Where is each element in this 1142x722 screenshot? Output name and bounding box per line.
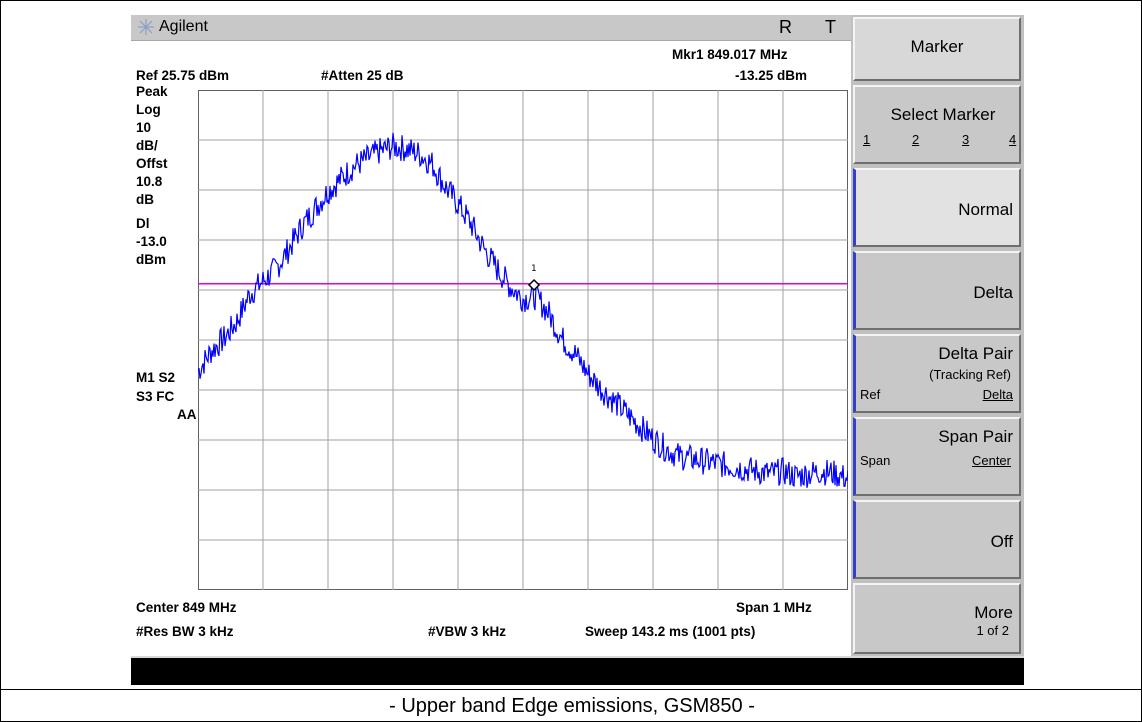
span-pair-label: Span Pair: [938, 427, 1013, 446]
off-key[interactable]: Off: [853, 500, 1021, 579]
more-key[interactable]: More 1 of 2: [853, 583, 1021, 654]
analyzer-screen: Agilent R T Mkr1 849.017 MHz -13.25 dBm …: [131, 15, 1024, 685]
delta-label: Delta: [973, 283, 1013, 302]
annot-scale-unit: dB/: [136, 138, 158, 153]
spectrum-trace: [198, 132, 848, 488]
annot-offset-label: Offst: [136, 156, 168, 171]
sweep-time: Sweep 143.2 ms (1001 pts): [585, 624, 756, 639]
select-marker-option-1[interactable]: 1: [863, 132, 871, 147]
delta-pair-ref: Ref: [860, 387, 881, 402]
select-marker-option-3[interactable]: 3: [962, 132, 970, 147]
marker-1-label: 1: [531, 264, 536, 274]
delta-pair-delta: Delta: [982, 387, 1013, 402]
menu-title: Marker: [910, 37, 964, 56]
grid-lines: [198, 90, 848, 590]
brand-label: Agilent: [159, 18, 208, 35]
softkey-menu-title: Marker: [853, 17, 1021, 81]
annot-detector: Peak: [136, 84, 168, 99]
attenuation: #Atten 25 dB: [321, 68, 404, 83]
status-t: T: [825, 17, 836, 37]
status-r: R: [779, 17, 792, 37]
status-bar: [131, 656, 1024, 685]
select-marker-label: Select Marker: [890, 105, 996, 124]
delta-pair-sub: (Tracking Ref): [929, 367, 1011, 382]
marker-frequency-readout: Mkr1 849.017 MHz: [672, 47, 788, 62]
normal-key[interactable]: Normal: [853, 168, 1021, 247]
select-marker-option-4[interactable]: 4: [1009, 132, 1017, 147]
reference-level: Ref 25.75 dBm: [136, 68, 230, 83]
delta-pair-key[interactable]: Delta Pair (Tracking Ref) Ref Delta: [853, 334, 1021, 413]
span-pair-center: Center: [971, 453, 1011, 468]
span-pair-key[interactable]: Span Pair Span Center: [853, 417, 1021, 496]
video-bandwidth: #VBW 3 kHz: [428, 624, 507, 639]
figure-caption: - Upper band Edge emissions, GSM850 -: [389, 695, 755, 717]
trace-annot-2: S3 FC: [136, 389, 175, 404]
more-label: More: [974, 603, 1013, 622]
span-value: Span 1 MHz: [736, 600, 812, 615]
annot-offset-value: 10.8: [136, 174, 163, 189]
annot-scale-type: Log: [136, 102, 161, 117]
delta-pair-label: Delta Pair: [938, 344, 1013, 363]
span-pair-span: Span: [860, 453, 891, 468]
trace-annot-3: AA: [177, 407, 197, 422]
annot-scale-value: 10: [136, 120, 152, 135]
annot-offset-unit: dB: [136, 192, 154, 207]
annot-display-line-unit: dBm: [136, 252, 166, 267]
select-marker-option-2[interactable]: 2: [912, 132, 920, 147]
annot-display-line-value: -13.0: [136, 234, 167, 249]
caption-divider: [1, 689, 1142, 690]
softkey-panel: Marker Select Marker 1 2 3 4 Normal Delt…: [851, 15, 1024, 656]
delta-key[interactable]: Delta: [853, 251, 1021, 330]
agilent-spark-icon: [138, 19, 154, 35]
normal-label: Normal: [958, 200, 1013, 219]
spectrum-plot: 1: [198, 90, 848, 590]
center-frequency: Center 849 MHz: [136, 600, 237, 615]
resolution-bandwidth: #Res BW 3 kHz: [136, 624, 234, 639]
title-bar: Agilent R T: [131, 15, 851, 41]
off-label: Off: [990, 532, 1013, 551]
trace-annot-1: M1 S2: [136, 370, 176, 385]
select-marker-key[interactable]: Select Marker 1 2 3 4: [853, 85, 1021, 164]
annot-display-line-label: Dl: [136, 216, 150, 231]
marker-1-diamond[interactable]: [527, 278, 541, 292]
more-sub: 1 of 2: [976, 623, 1009, 638]
marker-level-readout: -13.25 dBm: [735, 68, 808, 83]
